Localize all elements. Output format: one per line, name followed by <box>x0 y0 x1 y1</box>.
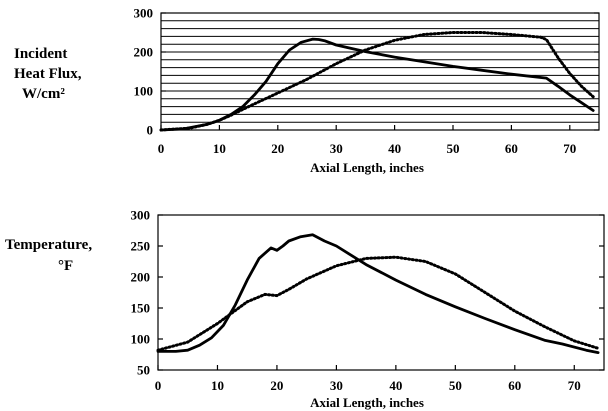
heat-flux-plot-frame <box>160 12 600 131</box>
temperature-ytick-label: 250 <box>131 239 151 254</box>
heat-flux-xtick-label: 20 <box>271 141 284 156</box>
temperature-xtick-label: 10 <box>211 378 224 393</box>
temperature-xtick-label: 70 <box>568 378 581 393</box>
temperature-xtick-label: 0 <box>155 378 162 393</box>
temperature-ytick-label: 150 <box>131 301 151 316</box>
heat-flux-xtick-label: 10 <box>213 141 226 156</box>
temperature-ytick-label: 300 <box>131 208 151 223</box>
temperature-plot-frame <box>157 214 605 371</box>
temperature-ylabel-line-1: Temperature, <box>5 237 92 253</box>
heat-flux-xtick-label: 70 <box>563 141 576 156</box>
heat-flux-ytick-label: 300 <box>134 6 154 21</box>
temperature-ytick-label: 200 <box>131 270 151 285</box>
heat-flux-xtick-label: 0 <box>158 141 165 156</box>
temperature-xtick-label: 30 <box>330 378 343 393</box>
temperature-ytick-label: 100 <box>131 332 151 347</box>
heat-flux-series-dotted-line <box>159 31 595 132</box>
temperature-xtick-label: 60 <box>508 378 521 393</box>
heat-flux-axes: 0 100 200 300 0 10 20 30 40 50 60 70 <box>134 6 599 156</box>
temperature-xtick-label: 20 <box>270 378 283 393</box>
heat-flux-xlabel: Axial Length, inches <box>310 160 424 175</box>
heat-flux-ytick-label: 200 <box>134 45 154 60</box>
heat-flux-xtick-label: 60 <box>505 141 518 156</box>
heat-flux-series-solid-line <box>159 37 595 132</box>
heat-flux-xtick-label: 30 <box>330 141 343 156</box>
heat-flux-chart: 0 100 200 300 0 10 20 30 40 50 60 70 Incident Heat … <box>14 6 600 175</box>
temperature-xtick-label: 50 <box>449 378 462 393</box>
temperature-series-dotted-line <box>156 255 600 352</box>
temperature-series-solid-line <box>156 233 600 354</box>
heat-flux-ylabel-line-3: W/cm² <box>22 86 65 102</box>
temperature-axes: 50 100 150 200 250 300 0 10 20 30 40 50 60 70 <box>131 208 604 393</box>
heat-flux-ylabel-line-2: Heat Flux, <box>14 66 82 82</box>
heat-flux-series <box>159 31 595 132</box>
heat-flux-xtick-label: 40 <box>388 141 401 156</box>
temperature-chart: 50 100 150 200 250 300 0 10 20 30 40 50 60 70 Tempera… <box>5 208 605 410</box>
heat-flux-ytick-label: 0 <box>147 123 154 138</box>
temperature-xtick-label: 40 <box>389 378 402 393</box>
temperature-ylabel-line-2: °F <box>58 258 73 274</box>
heat-flux-xtick-label: 50 <box>447 141 460 156</box>
temperature-ytick-label: 50 <box>137 363 150 378</box>
heat-flux-ylabel-line-1: Incident <box>14 46 67 62</box>
temperature-series <box>156 233 600 354</box>
heat-flux-grid <box>161 20 599 123</box>
heat-flux-ytick-label: 100 <box>134 84 154 99</box>
temperature-xlabel: Axial Length, inches <box>310 395 424 410</box>
